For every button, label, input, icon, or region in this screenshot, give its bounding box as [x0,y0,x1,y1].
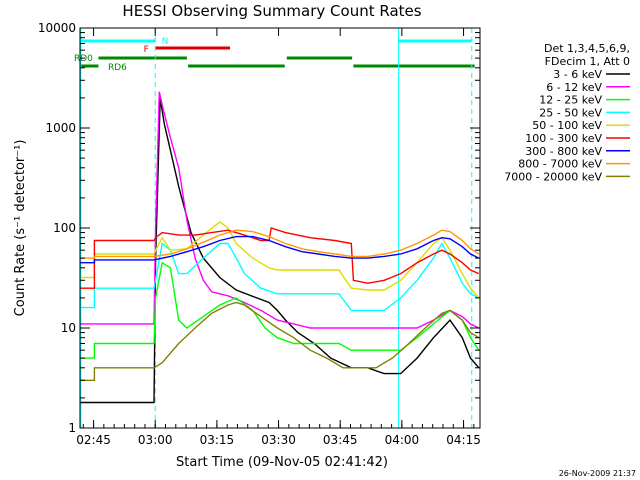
legend-label-4: 25 - 50 keV [539,106,602,119]
chart-title: HESSI Observing Summary Count Rates [122,2,421,20]
legend-label-9: 7000 - 20000 keV [504,170,602,183]
x-tick-label-3: 03:15 [200,433,235,447]
series-line-5 [80,221,480,299]
legend-label-1: 3 - 6 keV [553,68,602,81]
series-line-1 [80,97,480,404]
series-line-4 [80,242,480,312]
x-tick-label-6: 04:00 [385,433,420,447]
y-tick-label-4: 1000 [45,121,76,135]
flag-label-f: F [144,45,149,55]
legend-label-8: 800 - 7000 keV [518,158,602,171]
flag-label-rd6: RD6 [108,63,127,73]
footer-timestamp: 26-Nov-2009 21:37 [559,469,636,478]
flag-label-n: N [162,37,169,47]
legend-header-line-1: Det 1,3,4,5,6,9, [544,42,630,55]
series-line-3 [80,261,480,359]
legend-label-2: 6 - 12 keV [546,81,602,94]
series-line-6 [80,227,480,289]
x-axis-label: Start Time (09-Nov-05 02:41:42) [176,455,388,470]
y-tick-label-3: 100 [53,221,76,235]
x-tick-label-7: 04:15 [446,433,481,447]
y-axis: 1 10 100 1000 10000 [38,21,480,435]
x-axis: 02:45 03:00 03:15 03:30 03:45 04:00 04:15 [76,28,481,447]
x-tick-label-5: 03:45 [323,433,358,447]
series-line-7 [80,235,480,264]
series-line-2 [80,91,480,329]
legend-label-6: 100 - 300 keV [525,132,602,145]
x-tick-label-4: 03:30 [261,433,296,447]
series-lines [80,91,480,404]
x-tick-label-1: 02:45 [76,433,111,447]
flag-label-rd0: RD0 [74,54,93,64]
y-tick-label-2: 10 [61,321,76,335]
legend-header-line-2: FDecim 1, Att 0 [545,55,630,68]
legend-label-3: 12 - 25 keV [539,94,602,107]
legend: Det 1,3,4,5,6,9, FDecim 1, Att 0 3 - 6 k… [504,42,630,183]
y-axis-label: Count Rate (s⁻¹ detector⁻¹) [13,140,28,317]
legend-label-7: 300 - 800 keV [525,145,602,158]
x-tick-label-2: 03:00 [138,433,173,447]
y-tick-label-1: 1 [68,421,76,435]
flag-bars: N F RD0 RD6 [74,37,475,73]
y-tick-label-5: 10000 [38,21,76,35]
legend-label-5: 50 - 100 keV [532,119,602,132]
series-line-9 [80,301,480,381]
series-line-8 [80,229,480,259]
